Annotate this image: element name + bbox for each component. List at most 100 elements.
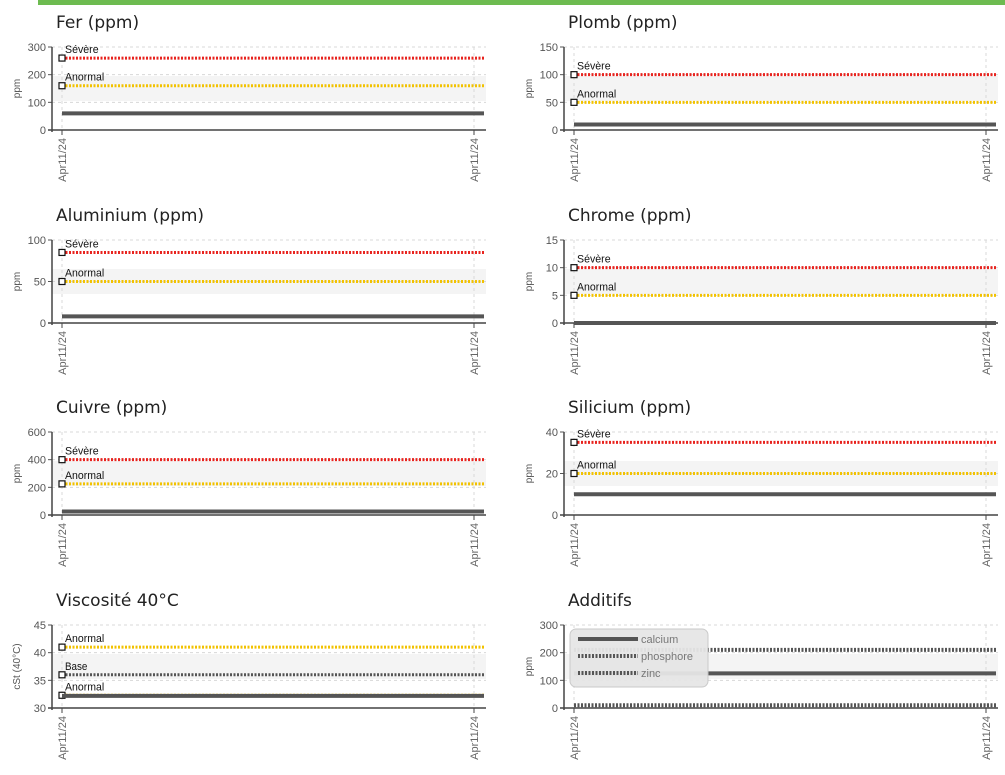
chart-title: Aluminium (ppm)	[56, 206, 204, 226]
y-tick-label: 45	[34, 620, 46, 632]
y-tick-label: 0	[552, 125, 558, 137]
plot-band	[52, 461, 486, 486]
reference-label: Sévère	[577, 61, 611, 73]
x-tick-label: Apr11/24	[569, 331, 581, 375]
y-tick-label: 0	[552, 318, 558, 330]
chart-svg: Cuivre (ppm) 0 200 400 600 ppm Apr11/24 Apr11/2…	[12, 398, 486, 567]
chart-title: Chrome (ppm)	[568, 206, 692, 226]
y-tick-label: 5	[552, 290, 558, 302]
chart-svg: Plomb (ppm) 0 50 100 150 ppm Apr11/24 Apr11/24 S…	[524, 13, 998, 182]
y-axis-label: ppm	[524, 657, 535, 676]
x-tick-label: Apr11/24	[569, 138, 581, 182]
y-tick-label: 0	[40, 510, 46, 522]
y-tick-label: 200	[28, 70, 46, 82]
chart-panel: Silicium (ppm) 0 20 40 ppm Apr11/24 Apr11/24 Sé…	[512, 390, 1005, 582]
reference-label: Anormal	[65, 72, 104, 84]
x-tick-label: Apr11/24	[469, 716, 481, 760]
reference-marker	[570, 438, 578, 446]
y-axis-label: ppm	[524, 79, 535, 98]
x-tick-label: Apr11/24	[57, 716, 69, 760]
reference-marker	[570, 291, 578, 299]
reference-label: Anormal	[65, 681, 104, 693]
reference-label: Anormal	[65, 470, 104, 482]
y-axis-label: ppm	[12, 464, 23, 483]
y-tick-label: 0	[40, 125, 46, 137]
x-tick-label: Apr11/24	[569, 716, 581, 760]
x-tick-label: Apr11/24	[981, 138, 993, 182]
y-axis-label: ppm	[12, 79, 23, 98]
y-tick-label: 0	[552, 510, 558, 522]
x-tick-label: Apr11/24	[469, 138, 481, 182]
reference-marker	[570, 71, 578, 79]
chart-panel: Aluminium (ppm) 0 50 100 ppm Apr11/24 Apr11/24…	[0, 198, 493, 390]
reference-label: Anormal	[65, 633, 104, 645]
y-tick-label: 100	[540, 70, 558, 82]
chart-title: Additifs	[568, 591, 632, 611]
legend-label: phosphore	[641, 651, 693, 663]
reference-marker	[58, 248, 66, 257]
y-tick-label: 50	[34, 277, 46, 289]
reference-marker	[58, 480, 66, 488]
chart-legend: calcium phosphore zinc	[569, 628, 709, 688]
y-tick-label: 30	[34, 703, 46, 715]
y-tick-label: 600	[28, 427, 46, 439]
y-tick-label: 35	[34, 675, 46, 687]
chart-svg: Chrome (ppm) 0 5 10 15 ppm Apr11/24 Apr11/24 Sév…	[524, 206, 998, 375]
chart-title: Fer (ppm)	[56, 13, 139, 33]
chart-panel: Fer (ppm) 0 100 200 300 ppm Apr11/24 Apr11/24 Sé…	[0, 5, 493, 197]
chart-svg: Additifs 0 100 200 300 ppm Apr11/24 Apr11/24 cal…	[524, 591, 998, 760]
y-axis-label: ppm	[12, 272, 23, 291]
y-tick-label: 15	[546, 235, 558, 247]
chart-title: Viscosité 40°C	[56, 591, 179, 611]
reference-label: Anormal	[577, 88, 616, 100]
legend-label: zinc	[641, 668, 661, 680]
x-tick-label: Apr11/24	[57, 523, 69, 567]
y-tick-label: 40	[34, 648, 46, 660]
reference-label: Anormal	[577, 460, 616, 472]
x-tick-label: Apr11/24	[569, 523, 581, 567]
reference-label: Sévère	[577, 254, 611, 266]
y-tick-label: 40	[546, 427, 558, 439]
x-tick-label: Apr11/24	[981, 331, 993, 375]
reference-marker	[570, 264, 578, 272]
reference-marker	[58, 643, 66, 651]
reference-label: Anormal	[577, 281, 616, 293]
chart-panel: Plomb (ppm) 0 50 100 150 ppm Apr11/24 Apr11/24 S…	[512, 5, 1005, 197]
plot-band	[564, 269, 998, 294]
y-tick-label: 0	[552, 703, 558, 715]
top-accent-bar	[38, 0, 1005, 5]
y-tick-label: 200	[540, 648, 558, 660]
y-tick-label: 20	[546, 469, 558, 481]
y-tick-label: 400	[28, 455, 46, 467]
reference-label: Base	[65, 661, 87, 673]
reference-label: Sévère	[65, 446, 99, 458]
chart-svg: Silicium (ppm) 0 20 40 ppm Apr11/24 Apr11/24 Sé…	[524, 398, 998, 567]
x-tick-label: Apr11/24	[469, 331, 481, 375]
reference-label: Sévère	[577, 428, 611, 440]
chart-title: Cuivre (ppm)	[56, 398, 167, 418]
reference-marker	[58, 671, 66, 679]
y-tick-label: 200	[28, 482, 46, 494]
y-axis-label: ppm	[524, 272, 535, 291]
reference-marker	[58, 456, 66, 464]
y-tick-label: 100	[28, 97, 46, 109]
plot-band	[52, 76, 486, 101]
reference-marker	[570, 98, 578, 106]
chart-svg: Viscosité 40°C 30 35 40 45 cSt (40°C) Apr11/24…	[12, 591, 486, 760]
x-tick-label: Apr11/24	[981, 523, 993, 567]
reference-label: Anormal	[65, 268, 104, 280]
chart-panel: Chrome (ppm) 0 5 10 15 ppm Apr11/24 Apr11/24 Sév…	[512, 198, 1005, 390]
x-tick-label: Apr11/24	[981, 716, 993, 760]
y-tick-label: 50	[546, 97, 558, 109]
reference-marker	[570, 469, 578, 478]
reference-label: Sévère	[65, 238, 99, 250]
reference-label: Sévère	[65, 44, 99, 56]
y-tick-label: 10	[546, 263, 558, 275]
reference-marker	[58, 277, 66, 286]
chart-title: Silicium (ppm)	[568, 398, 691, 418]
y-tick-label: 300	[28, 42, 46, 54]
y-axis-label: ppm	[524, 464, 535, 483]
y-tick-label: 150	[540, 42, 558, 54]
reference-marker	[58, 82, 66, 90]
y-tick-label: 300	[540, 620, 558, 632]
